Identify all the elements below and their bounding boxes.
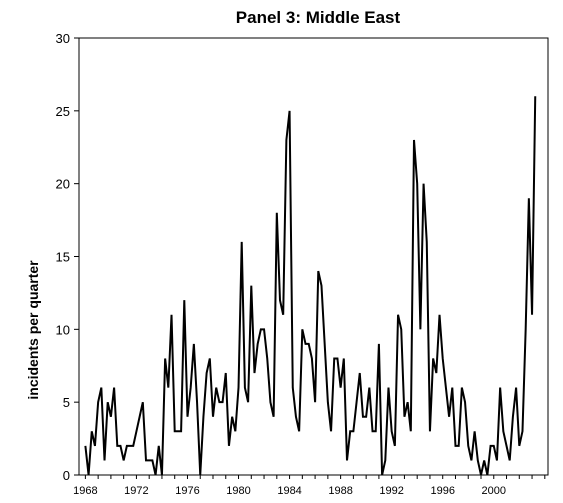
x-tick-label: 1972 [124, 485, 148, 497]
x-axis-ticks: 1968 1972 1976 1980 1984 1988 1992 1996 2000 [73, 475, 546, 497]
y-axis-label: incidents per quarter [25, 260, 41, 400]
x-tick-label: 2000 [482, 485, 506, 497]
x-tick-label: 1980 [226, 485, 250, 497]
x-tick-label: 1976 [175, 485, 199, 497]
x-tick-label: 1968 [73, 485, 97, 497]
chart-title: Panel 3: Middle East [236, 8, 401, 27]
series-line [84, 96, 537, 476]
y-axis-ticks: 0 5 10 15 20 25 30 [56, 31, 79, 483]
x-tick-label: 1996 [430, 485, 454, 497]
y-tick-label: 5 [63, 395, 70, 410]
y-tick-label: 20 [56, 177, 70, 192]
y-tick-label: 0 [63, 468, 70, 483]
y-tick-label: 25 [56, 104, 70, 119]
y-tick-label: 10 [56, 322, 70, 337]
y-tick-label: 30 [56, 31, 70, 46]
x-tick-label: 1992 [379, 485, 403, 497]
x-tick-label: 1988 [328, 485, 352, 497]
plot-area-frame [78, 37, 549, 476]
y-tick-label: 15 [56, 250, 70, 265]
x-tick-label: 1984 [277, 485, 301, 497]
